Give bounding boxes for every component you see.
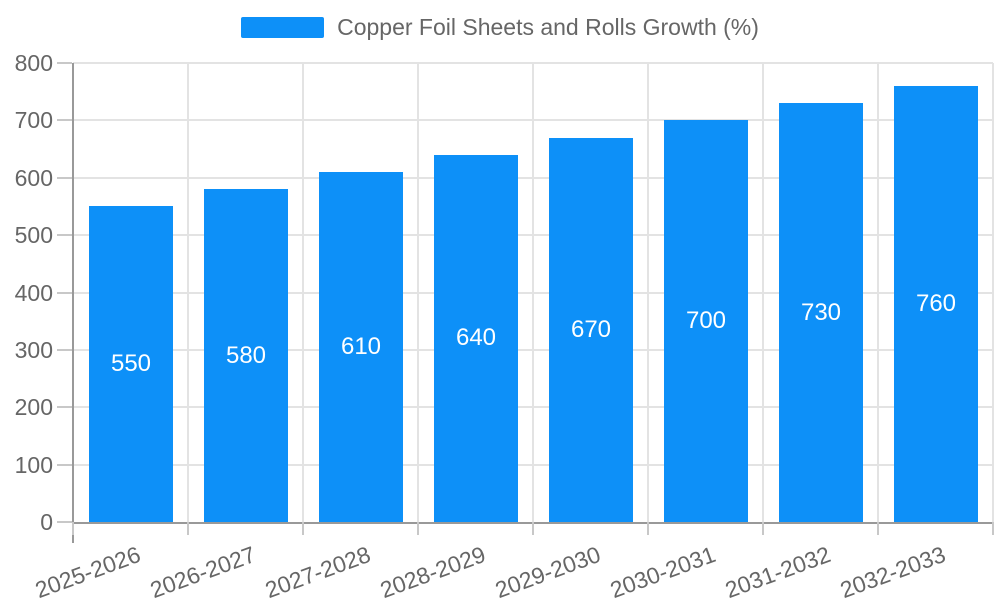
bar[interactable] [664,120,748,522]
bar[interactable] [89,206,173,522]
y-axis-label: 0 [40,509,53,535]
x-axis-tick [72,522,74,535]
x-axis-label: 2027-2028 [261,541,374,600]
bar-value-label: 550 [110,350,152,378]
bar[interactable] [549,137,633,522]
x-axis-label: 2030-2031 [606,541,719,600]
x-axis-label: 2032-2033 [836,541,949,600]
bar-value-label: 760 [915,289,957,317]
y-axis-label: 500 [14,222,53,249]
y-axis-tick [57,119,72,122]
x-axis-tick [187,522,189,535]
x-axis-tick [762,522,764,535]
chart-legend[interactable]: Copper Foil Sheets and Rolls Growth (%) [0,14,1000,41]
x-axis-tick [647,522,649,535]
y-axis-label: 700 [14,107,53,134]
x-axis-tick [302,522,304,535]
x-gridline [302,63,304,522]
x-gridline [762,63,764,522]
bar-value-label: 670 [570,315,612,343]
x-gridline [647,63,649,522]
x-axis-tick [417,522,419,535]
x-gridline [187,63,189,522]
x-gridline [877,63,879,522]
bar[interactable] [319,172,403,522]
y-axis-label: 200 [14,394,53,421]
x-axis-tick [532,522,534,535]
y-axis-label: 800 [14,50,53,76]
y-axis-tick [57,463,72,466]
x-axis-label: 2029-2030 [491,541,604,600]
bar[interactable] [779,103,863,522]
bar-value-label: 700 [685,307,727,335]
bar-value-label: 610 [340,333,382,360]
x-axis-label: 2025-2026 [31,541,144,600]
y-axis-tick [57,234,72,237]
x-axis-label: 2031-2032 [721,541,834,600]
y-axis-label: 100 [14,451,53,478]
y-axis-line [72,63,74,543]
x-axis-label: 2028-2029 [376,541,489,600]
bar-value-label: 580 [225,341,267,369]
y-axis-label: 600 [14,164,53,191]
y-axis-label: 300 [14,336,53,363]
legend-swatch [241,17,325,38]
bar-value-label: 730 [800,298,842,326]
y-axis-tick [57,521,72,523]
y-axis-label: 400 [14,279,53,306]
x-axis-tick [992,522,994,535]
legend-label: Copper Foil Sheets and Rolls Growth (%) [337,14,759,40]
x-gridline [532,63,534,522]
y-axis-tick [57,176,72,179]
y-axis-tick [57,291,72,294]
x-axis-tick [877,522,879,535]
bar[interactable] [894,85,978,522]
bar-value-label: 640 [455,324,497,352]
y-axis-tick [57,348,72,351]
x-gridline [992,63,994,522]
x-gridline [417,63,419,522]
x-axis-label: 2026-2027 [146,541,259,600]
y-axis-tick [57,406,72,409]
bar[interactable] [204,189,288,522]
bar[interactable] [434,154,518,522]
y-axis-tick [57,62,72,64]
